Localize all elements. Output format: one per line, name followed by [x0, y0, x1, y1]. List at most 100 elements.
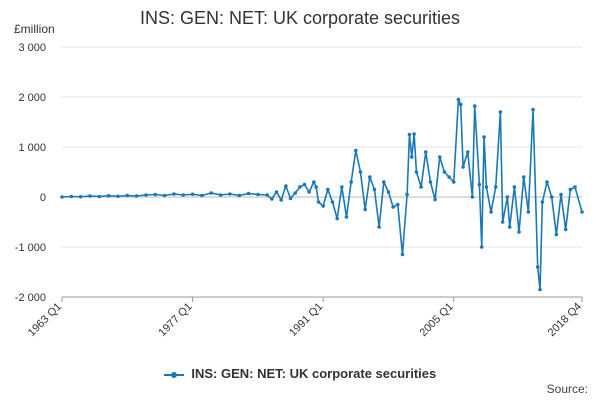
data-point [521, 175, 526, 179]
data-point [580, 210, 584, 214]
data-point [535, 265, 540, 269]
data-point [172, 192, 176, 196]
data-point [568, 187, 573, 192]
y-tick-label: -1 000 [15, 242, 46, 254]
y-tick-label: 0 [40, 192, 46, 204]
data-point [458, 102, 463, 107]
legend-label: INS: GEN: NET: UK corporate securities [191, 366, 437, 381]
series-layer [60, 97, 584, 292]
data-point [344, 215, 349, 219]
data-point [162, 193, 167, 198]
data-point [538, 287, 542, 292]
x-tick-label: 2018 Q4 [546, 301, 584, 339]
data-point [414, 170, 419, 174]
data-point [316, 200, 321, 204]
data-point [447, 175, 451, 179]
data-point [284, 184, 288, 188]
data-point [407, 132, 412, 137]
data-point [405, 192, 409, 197]
data-point [88, 194, 92, 198]
data-point [498, 110, 503, 114]
data-point [489, 210, 493, 214]
data-point [531, 107, 535, 112]
data-point [472, 104, 477, 108]
data-point [134, 194, 139, 198]
data-point [559, 192, 563, 197]
legend: INS: GEN: NET: UK corporate securities [0, 366, 600, 381]
data-point [484, 185, 489, 189]
y-tick-label: -2 000 [15, 292, 46, 304]
data-point [465, 150, 470, 154]
data-point [312, 180, 316, 184]
data-point [507, 225, 512, 229]
data-point [349, 180, 353, 184]
data-point [153, 192, 158, 197]
data-point [209, 191, 214, 195]
chart-title: INS: GEN: NET: UK corporate securities [139, 8, 461, 28]
data-point [433, 197, 437, 202]
data-point [302, 182, 307, 187]
data-point [181, 193, 186, 197]
data-point [274, 190, 279, 194]
data-point [125, 193, 130, 198]
data-point [573, 185, 577, 189]
data-point [116, 194, 120, 199]
data-point [298, 185, 302, 189]
data-point [386, 190, 391, 194]
data-point [395, 202, 400, 207]
gridlines [62, 46, 582, 298]
data-point [540, 200, 545, 204]
data-point [69, 194, 74, 199]
data-point [246, 191, 251, 196]
data-point [400, 252, 405, 257]
data-point [200, 193, 204, 198]
data-point [391, 205, 395, 209]
data-point [270, 197, 274, 201]
data-point [144, 193, 148, 197]
data-point [381, 180, 386, 184]
data-point [293, 191, 297, 195]
data-point [314, 185, 318, 189]
data-point [321, 204, 325, 208]
data-point [377, 225, 381, 229]
data-point [279, 198, 283, 202]
x-tick-label: 1963 Q1 [26, 301, 64, 339]
y-tick-label: 3 000 [18, 42, 46, 54]
data-point [554, 232, 559, 237]
data-point [470, 195, 475, 199]
data-point [456, 97, 461, 102]
y-tick-label: 2 000 [18, 92, 46, 104]
y-axis-unit-label: £million [14, 22, 55, 36]
data-point [256, 192, 260, 197]
legend-line-marker-icon [163, 370, 184, 380]
data-point [106, 193, 111, 198]
data-point [505, 195, 510, 199]
data-point [423, 150, 428, 154]
data-point [218, 193, 223, 197]
data-point [482, 135, 486, 139]
data-point [358, 170, 363, 174]
data-point [60, 195, 64, 199]
data-point [549, 195, 554, 199]
data-point [354, 148, 358, 153]
data-point [461, 165, 465, 169]
x-tick-label: 1991 Q1 [287, 301, 325, 339]
data-point [412, 132, 416, 136]
data-point [288, 196, 293, 201]
data-point [493, 185, 498, 189]
y-tick-label: 1 000 [18, 142, 46, 154]
data-point [442, 170, 447, 174]
data-point [228, 192, 232, 196]
series-line [61, 98, 583, 291]
data-point [190, 192, 195, 197]
data-point [545, 180, 549, 184]
data-point [335, 216, 339, 221]
data-point [330, 200, 335, 204]
data-point [372, 187, 377, 192]
data-point [437, 155, 442, 159]
data-point [526, 210, 531, 214]
data-point [340, 185, 344, 189]
data-point [368, 175, 372, 179]
